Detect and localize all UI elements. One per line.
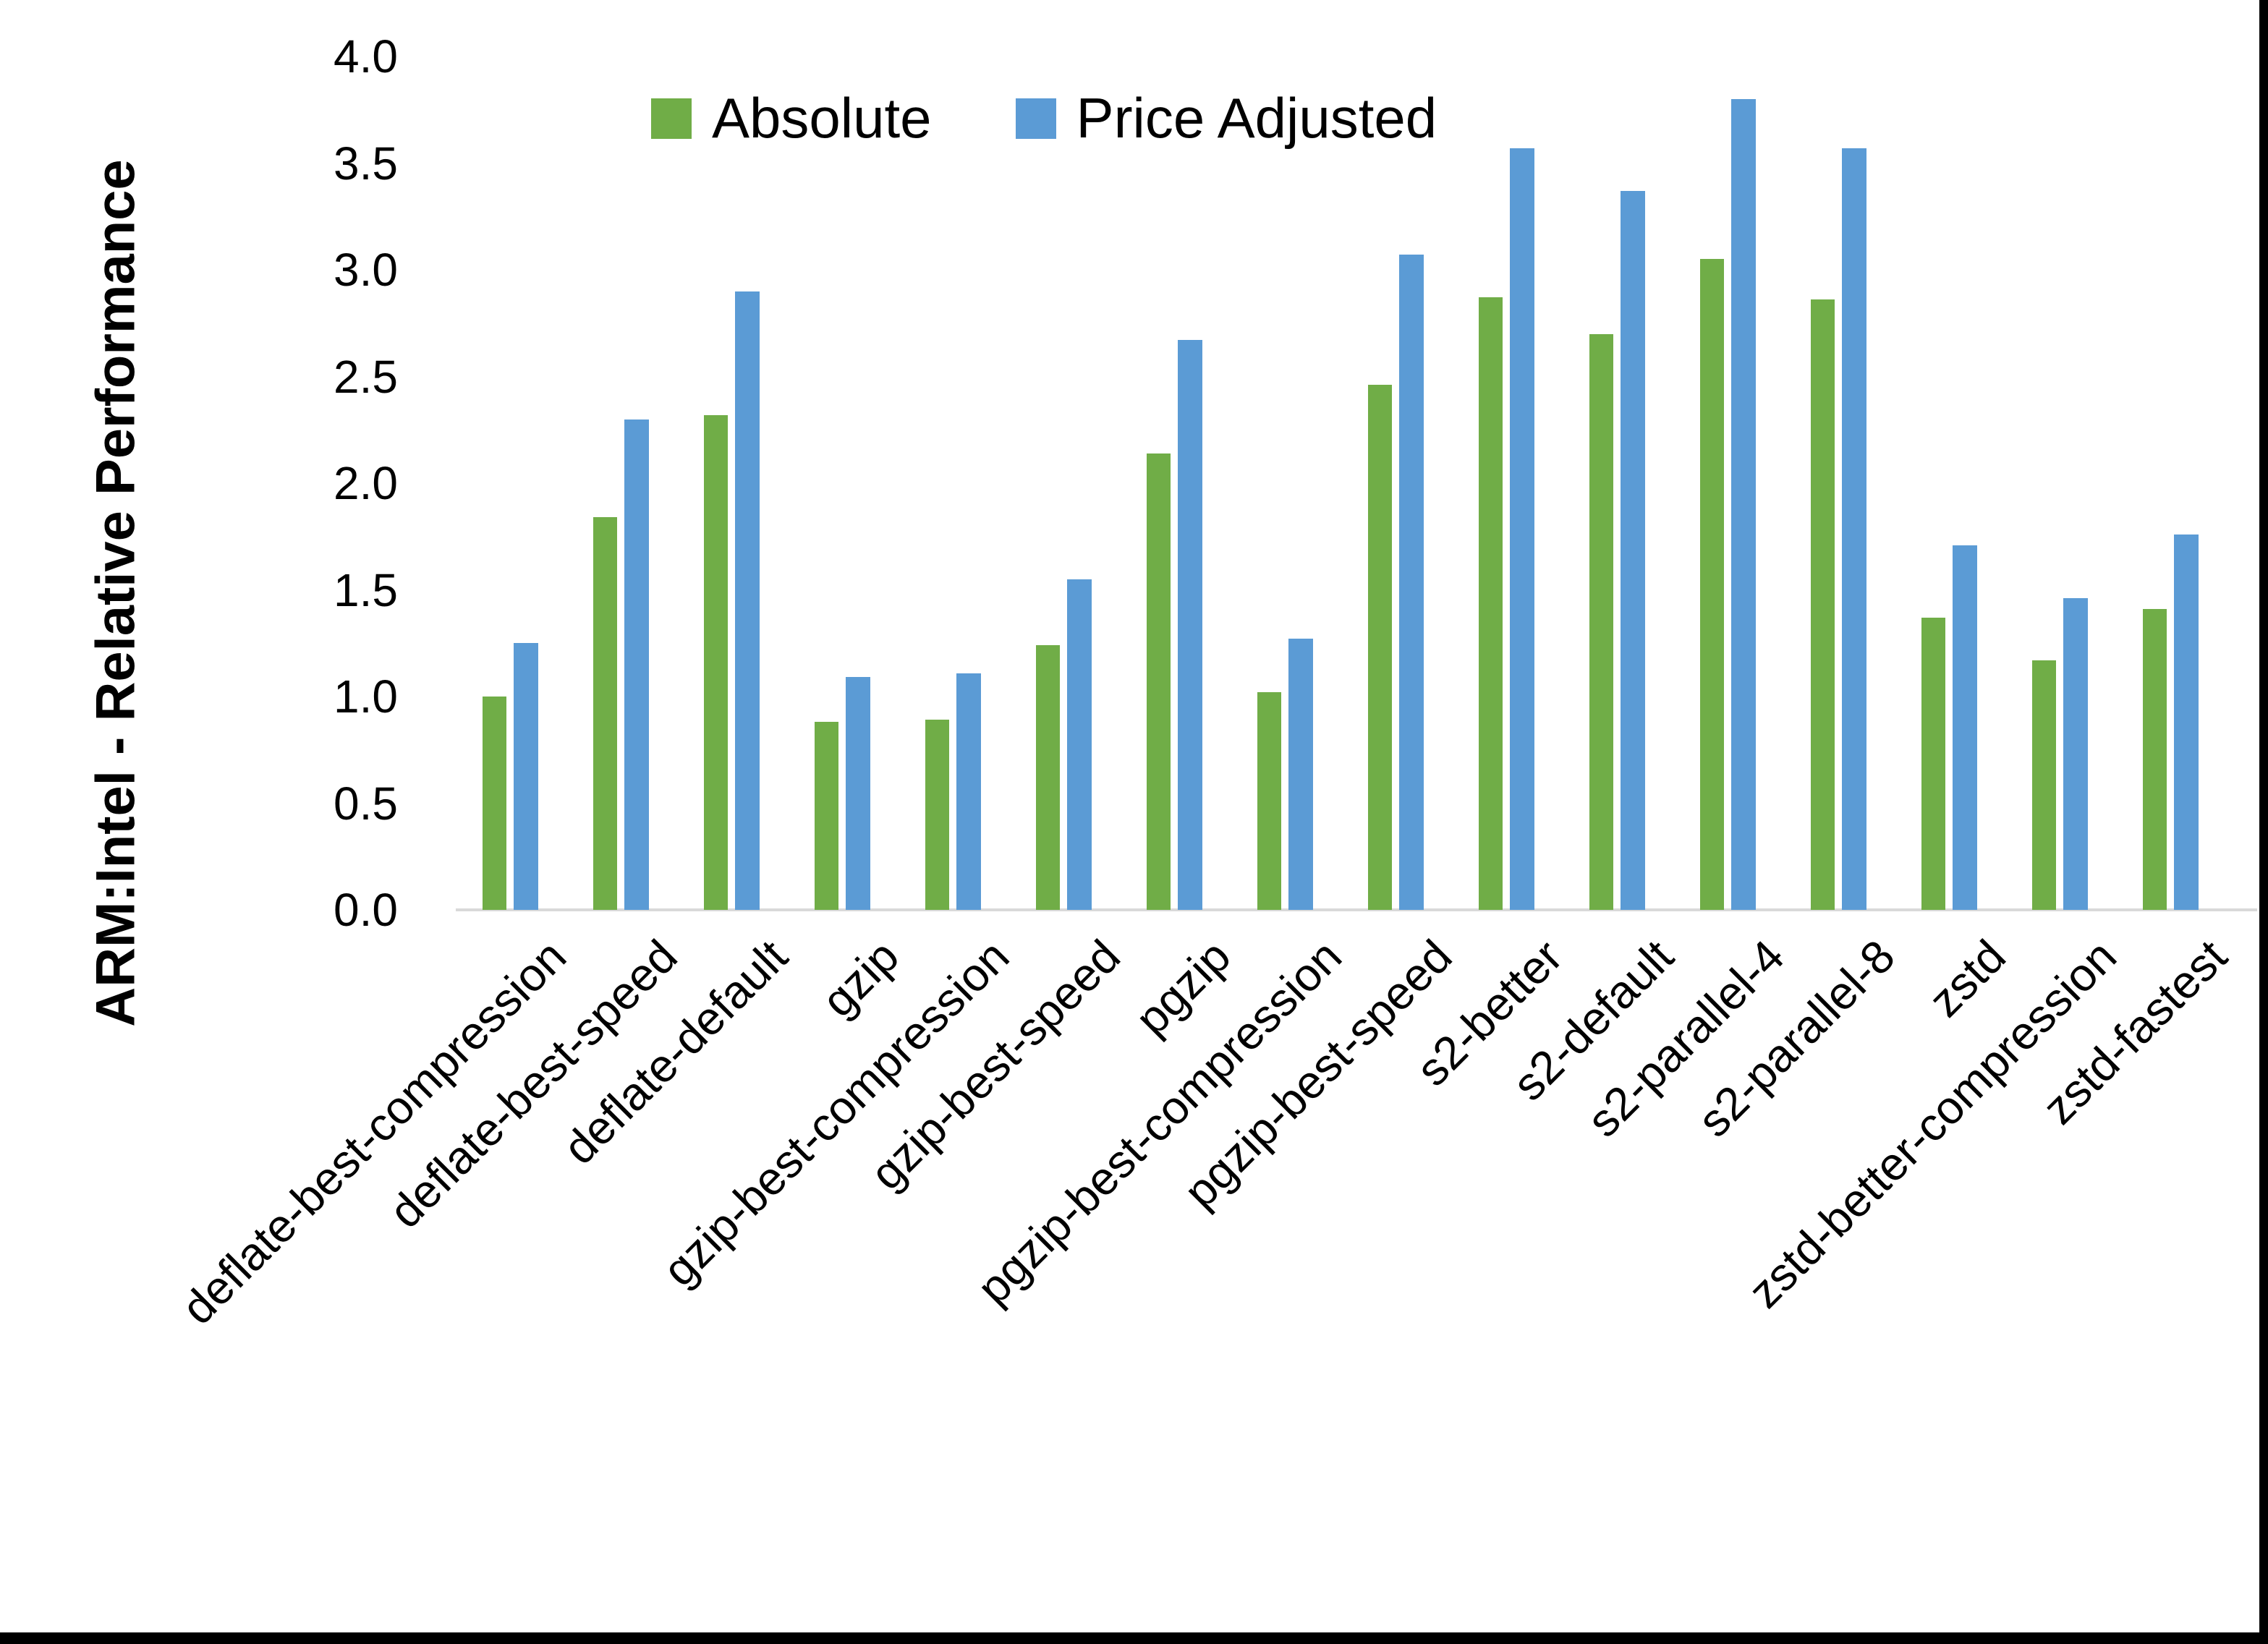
bar-price-adjusted [2063,598,2088,910]
bar-price-adjusted [514,643,538,910]
y-tick-label: 0.0 [334,884,398,936]
x-axis-line [456,908,2257,911]
bar-absolute [1147,453,1171,910]
y-tick-label: 2.0 [334,457,398,509]
bar-price-adjusted [1842,148,1866,910]
bar-absolute [1368,385,1392,910]
bar-price-adjusted [1399,255,1424,910]
bar-absolute [593,517,617,910]
bar-absolute [1589,333,1613,910]
legend-label-price-adjusted: Price Adjusted [1076,86,1437,150]
bar-absolute [1811,299,1835,910]
y-tick-label: 4.0 [334,30,398,82]
bar-price-adjusted [1510,148,1534,910]
bar-price-adjusted [1621,190,1645,910]
bar-price-adjusted [1178,340,1202,910]
bar-price-adjusted [1288,639,1313,910]
legend-label-absolute: Absolute [712,86,932,150]
bar-absolute [1479,297,1503,910]
y-tick-label: 0.5 [334,777,398,830]
y-tick-label: 1.5 [334,563,398,616]
bar-price-adjusted [846,677,870,910]
bar-absolute [1700,259,1724,910]
bar-absolute [815,722,838,910]
bar-price-adjusted [624,419,649,910]
y-axis-title: ARM:Intel - Relative Performance [85,159,147,1027]
x-category-label: zstd [1918,929,2016,1027]
bar-price-adjusted [1067,579,1092,910]
legend-swatch-absolute-icon [651,98,692,139]
x-category-label: gzip [811,929,909,1027]
window-frame-bottom [0,1632,2268,1644]
bar-absolute [704,414,728,910]
y-tick-label: 3.5 [334,137,398,189]
bar-price-adjusted [1953,545,1977,910]
bar-absolute [1921,617,1945,910]
y-tick-label: 2.5 [334,350,398,403]
bar-absolute [483,697,506,910]
bar-price-adjusted [2174,534,2199,910]
legend-swatch-price-adjusted-icon [1015,98,1056,139]
bar-price-adjusted [956,673,981,910]
y-tick-label: 1.0 [334,670,398,723]
bar-absolute [2032,660,2056,910]
bar-absolute [1257,692,1281,910]
window-frame-right [2259,0,2268,1644]
bar-absolute [925,720,949,910]
bar-absolute [2143,609,2167,910]
chart-legend: Absolute Price Adjusted [651,85,1437,151]
bar-price-adjusted [735,291,760,910]
bar-absolute [1036,645,1060,910]
bar-price-adjusted [1731,99,1756,910]
y-tick-label: 3.0 [334,244,398,296]
